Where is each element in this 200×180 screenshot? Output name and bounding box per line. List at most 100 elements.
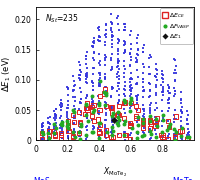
Point [73, 135, 76, 138]
Point [60, 131, 63, 134]
Point [85, 74, 88, 77]
Point [85, 58, 88, 60]
Point [124, 138, 127, 141]
Point [155, 86, 158, 89]
Point [116, 113, 119, 116]
Point [72, 75, 75, 77]
Point [155, 78, 158, 81]
Point [66, 87, 70, 90]
Point [130, 93, 133, 96]
Point [123, 100, 126, 103]
Point [116, 102, 119, 105]
Point [53, 129, 56, 131]
Legend: $\Delta E_{CE}$, $\Delta F_{VASP}$, $\Delta E_1$: $\Delta E_{CE}$, $\Delta F_{VASP}$, $\De… [160, 8, 193, 44]
Point [111, 46, 114, 48]
Point [141, 72, 145, 75]
Point [79, 102, 83, 105]
Point [129, 123, 132, 126]
Point [129, 77, 133, 80]
Point [130, 127, 133, 130]
Point [142, 50, 145, 53]
Point [66, 132, 69, 135]
Point [66, 116, 69, 119]
Point [78, 121, 82, 124]
Point [141, 63, 144, 66]
Point [136, 137, 139, 140]
Point [117, 123, 120, 126]
Point [78, 101, 81, 104]
Point [123, 75, 126, 78]
Point [122, 44, 126, 47]
Point [148, 122, 151, 125]
Point [86, 120, 89, 123]
Point [174, 138, 177, 141]
Point [66, 121, 69, 124]
Point [187, 128, 190, 130]
Point [110, 26, 113, 29]
Point [143, 124, 146, 127]
Point [98, 60, 101, 63]
Point [104, 134, 108, 137]
Point [123, 80, 127, 83]
Point [40, 129, 43, 132]
Point [85, 55, 88, 57]
Point [154, 84, 157, 87]
Point [174, 130, 177, 132]
Point [48, 127, 51, 130]
Point [136, 119, 139, 122]
Point [161, 136, 164, 138]
Point [73, 84, 76, 87]
Point [109, 20, 113, 23]
Point [148, 127, 151, 130]
Point [60, 102, 63, 105]
Point [186, 114, 189, 117]
Point [78, 108, 81, 111]
Point [85, 102, 88, 105]
Point [92, 111, 95, 113]
Point [66, 126, 70, 129]
Point [110, 35, 114, 38]
Point [129, 84, 132, 87]
Point [117, 65, 120, 68]
Point [180, 106, 184, 109]
Point [141, 114, 144, 117]
Point [117, 99, 120, 102]
Point [116, 15, 120, 18]
Point [97, 29, 101, 32]
Point [179, 99, 182, 102]
Point [173, 86, 176, 89]
Point [117, 39, 120, 42]
Point [135, 137, 138, 140]
Point [97, 109, 100, 112]
Point [97, 34, 100, 37]
Point [162, 134, 165, 136]
Point [128, 138, 131, 141]
Point [91, 81, 94, 84]
Point [135, 96, 138, 99]
Point [166, 128, 169, 131]
Point [98, 71, 102, 74]
Point [122, 87, 125, 90]
Point [90, 95, 93, 98]
Point [91, 118, 94, 120]
Point [79, 97, 82, 100]
Point [72, 96, 75, 99]
Point [122, 92, 126, 95]
Point [154, 75, 157, 78]
Point [92, 51, 95, 53]
Point [73, 96, 76, 99]
Point [122, 64, 126, 67]
Point [149, 119, 152, 122]
Point [167, 107, 171, 110]
Point [161, 78, 165, 80]
Point [160, 83, 163, 86]
Text: MoTe$_2$: MoTe$_2$ [172, 175, 197, 180]
Point [117, 112, 120, 115]
Point [73, 131, 76, 134]
Point [54, 108, 57, 111]
Point [130, 87, 133, 90]
Point [109, 59, 113, 62]
Point [160, 70, 164, 73]
Point [123, 39, 126, 42]
Point [97, 136, 100, 139]
